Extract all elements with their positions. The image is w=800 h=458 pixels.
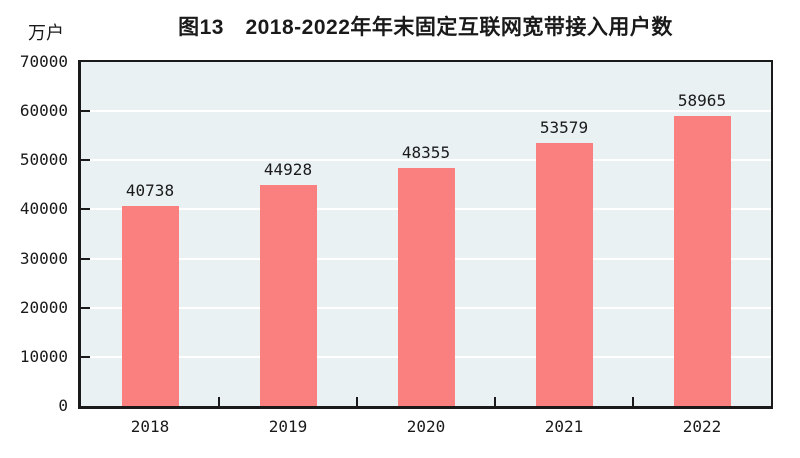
bar-value-label: 53579 <box>539 117 589 137</box>
y-tick-label: 0 <box>58 396 68 415</box>
x-tick-label: 2018 <box>130 417 170 436</box>
bar <box>259 185 317 406</box>
y-tick-label: 60000 <box>19 101 68 121</box>
x-axis-tick-mark <box>356 397 358 406</box>
x-tick-label: 2022 <box>682 417 722 436</box>
bar <box>397 168 455 406</box>
y-tick-label: 50000 <box>19 150 68 170</box>
y-axis-tick-mark <box>81 306 90 309</box>
y-tick-label: 30000 <box>19 248 68 268</box>
y-tick-label: 20000 <box>19 297 68 317</box>
y-axis-tick-mark <box>81 110 90 113</box>
x-tick-label: 2021 <box>544 417 584 436</box>
y-axis-tick-mark <box>81 355 90 358</box>
bar-value-label: 40738 <box>125 180 175 200</box>
bar <box>121 205 179 406</box>
bar-value-label: 48355 <box>401 143 451 163</box>
y-axis-tick-mark <box>81 257 90 260</box>
gridline <box>81 110 771 113</box>
x-axis-tick-mark <box>632 397 634 406</box>
chart-title: 图13 2018-2022年年末固定互联网宽带接入用户数 <box>178 16 673 39</box>
y-axis-unit-label: 万户 <box>28 23 64 43</box>
y-tick-label: 10000 <box>19 346 68 366</box>
x-axis-tick-mark <box>494 397 496 406</box>
x-tick-label: 2019 <box>268 417 308 436</box>
bar-value-label: 58965 <box>677 91 727 111</box>
y-tick-label: 40000 <box>19 199 68 219</box>
gridline <box>81 159 771 162</box>
y-axis-tick-mark <box>81 208 90 211</box>
y-axis-tick-mark <box>81 159 90 162</box>
x-tick-label: 2020 <box>406 417 446 436</box>
x-axis-tick-mark <box>218 397 220 406</box>
bar <box>673 116 731 406</box>
y-tick-label: 70000 <box>19 52 68 71</box>
plot-area: 40738 44928 48355 53579 58965 <box>78 60 773 409</box>
bar <box>535 142 593 406</box>
bar-value-label: 44928 <box>263 160 313 180</box>
